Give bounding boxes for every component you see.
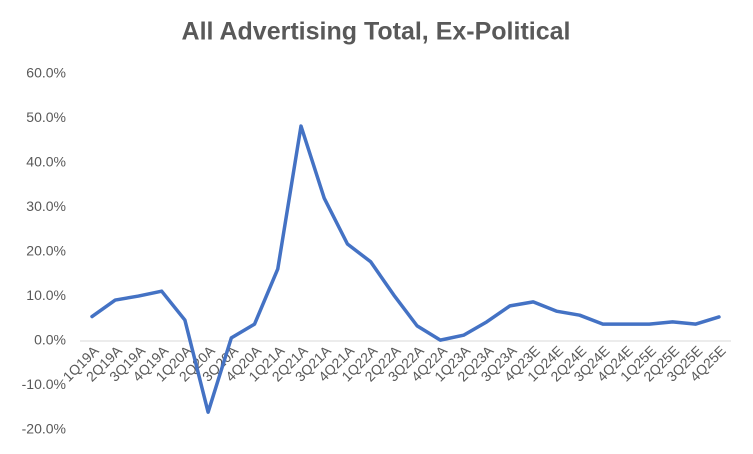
y-tick-label: 60.0% [26, 65, 66, 81]
y-tick-label: 20.0% [26, 243, 66, 259]
y-tick-label: 0.0% [34, 332, 66, 348]
y-tick-label: -20.0% [22, 421, 66, 437]
y-tick-label: 40.0% [26, 154, 66, 170]
y-tick-label: 50.0% [26, 109, 66, 125]
data-line [90, 124, 721, 414]
y-tick-label: 30.0% [26, 198, 66, 214]
chart-title: All Advertising Total, Ex-Political [182, 18, 571, 46]
y-tick-label: 10.0% [26, 287, 66, 303]
y-tick-label: -10.0% [22, 376, 66, 392]
